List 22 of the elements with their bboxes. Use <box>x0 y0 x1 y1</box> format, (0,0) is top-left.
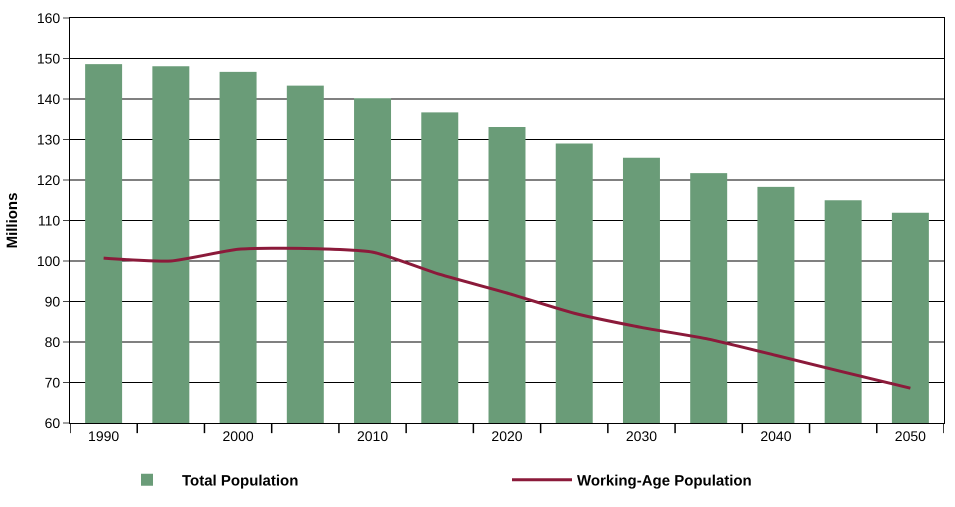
y-tick-label: 70 <box>44 374 60 390</box>
x-tick-label: 2050 <box>894 428 926 444</box>
y-tick-label: 60 <box>44 414 60 431</box>
y-tick-label: 130 <box>36 131 60 148</box>
legend-label: Working-Age Population <box>577 472 752 490</box>
y-axis-title: Millions <box>4 192 22 248</box>
y-tick-label: 160 <box>36 10 60 26</box>
y-tick-label: 100 <box>36 252 60 269</box>
x-tick-label: 2030 <box>626 428 658 444</box>
line-series <box>102 246 912 390</box>
y-tick-label: 90 <box>44 293 60 310</box>
x-tick-label: 2010 <box>356 428 388 444</box>
y-tick-label: 80 <box>44 334 60 350</box>
x-tick-label: 2040 <box>760 428 792 444</box>
x-tick-label: 2000 <box>222 428 254 444</box>
x-tick-label: 1990 <box>88 428 120 444</box>
x-tick-label: 2020 <box>491 428 523 444</box>
y-tick-label: 150 <box>36 50 60 66</box>
legend-label: Total Population <box>182 472 298 490</box>
y-tick-label: 120 <box>36 172 60 188</box>
y-tick-label: 110 <box>38 212 60 228</box>
y-tick-label: 140 <box>36 90 60 107</box>
